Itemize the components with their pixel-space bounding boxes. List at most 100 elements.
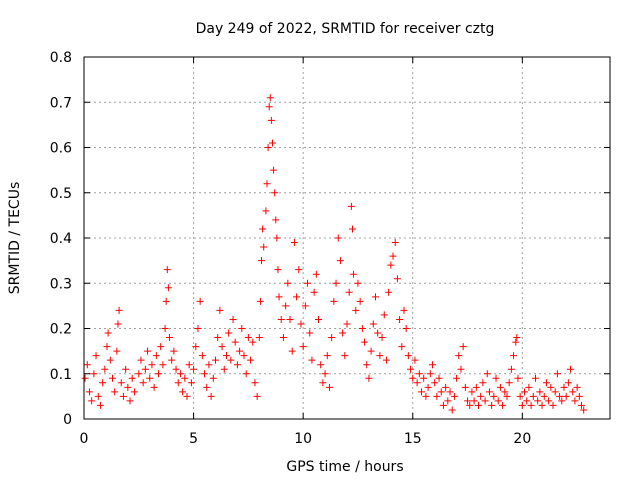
data-point	[420, 374, 428, 382]
data-point	[301, 302, 309, 310]
data-point	[258, 257, 266, 265]
data-point	[150, 383, 158, 391]
data-point	[325, 383, 333, 391]
data-point	[562, 392, 570, 400]
y-tick-label: 0.5	[50, 186, 72, 202]
data-point	[256, 297, 264, 305]
x-tick-label: 5	[189, 431, 198, 447]
data-point	[354, 279, 362, 287]
data-point	[556, 392, 564, 400]
data-point	[164, 284, 172, 292]
data-point	[253, 392, 261, 400]
data-point	[260, 243, 268, 251]
y-tick-label: 0.2	[50, 322, 72, 338]
data-point	[411, 356, 419, 364]
data-point	[155, 370, 163, 378]
data-point	[212, 356, 219, 364]
data-point	[251, 379, 259, 387]
data-point	[83, 361, 91, 369]
data-point	[238, 325, 246, 332]
data-point	[542, 379, 550, 387]
data-point	[490, 392, 498, 400]
data-point	[580, 406, 588, 414]
data-point	[352, 306, 360, 314]
data-point	[336, 257, 344, 265]
data-point	[264, 144, 272, 151]
data-point	[446, 388, 454, 396]
data-point	[404, 352, 412, 360]
data-point	[315, 315, 323, 323]
y-tick-label: 0.8	[50, 50, 72, 66]
data-point	[402, 325, 410, 332]
data-point	[483, 370, 491, 378]
data-point	[271, 189, 279, 197]
data-point	[174, 379, 182, 387]
data-point	[249, 338, 257, 346]
data-point	[538, 401, 546, 409]
data-point	[293, 293, 301, 301]
data-point	[426, 370, 434, 378]
data-point	[361, 338, 369, 346]
data-point	[113, 347, 121, 355]
data-point	[181, 374, 189, 382]
data-point	[455, 352, 463, 360]
data-point	[505, 379, 513, 387]
data-point	[466, 401, 474, 409]
data-point	[518, 401, 526, 409]
data-point	[358, 325, 366, 332]
data-point	[115, 306, 123, 314]
data-point	[231, 338, 239, 346]
data-point	[569, 388, 577, 396]
data-point	[575, 392, 583, 400]
data-point	[464, 397, 472, 405]
data-point	[122, 365, 130, 373]
data-point	[418, 388, 426, 396]
data-point	[573, 383, 581, 391]
data-point	[279, 334, 287, 342]
y-tick-label: 0	[63, 412, 72, 428]
data-point	[172, 365, 180, 373]
data-point	[137, 356, 145, 364]
data-point	[507, 365, 515, 373]
data-point	[240, 352, 248, 360]
y-tick-label: 0.3	[50, 276, 72, 292]
data-point	[461, 383, 469, 391]
data-point	[521, 388, 529, 396]
data-point	[272, 216, 280, 224]
data-point	[540, 392, 548, 400]
data-point	[229, 315, 237, 323]
data-point	[501, 388, 509, 396]
data-point	[183, 392, 191, 400]
data-point	[198, 352, 206, 360]
data-point	[396, 315, 404, 323]
data-point	[130, 388, 138, 396]
data-point	[124, 383, 132, 391]
data-point	[343, 320, 351, 328]
data-point	[345, 288, 353, 296]
data-point	[196, 297, 204, 305]
data-point	[385, 288, 393, 296]
data-point	[380, 311, 388, 319]
data-point	[496, 383, 504, 391]
data-point	[85, 388, 93, 396]
data-point	[192, 343, 200, 351]
data-point	[424, 383, 432, 391]
data-point	[435, 374, 443, 382]
data-point	[514, 374, 522, 382]
y-tick-label: 0.4	[50, 231, 72, 247]
data-point	[363, 361, 371, 369]
data-point	[444, 397, 452, 405]
data-point	[527, 401, 535, 409]
data-point	[161, 325, 169, 332]
data-point	[194, 325, 202, 332]
y-axis-label: SRMTID / TECUs	[7, 182, 23, 295]
data-point	[525, 383, 533, 391]
data-point	[288, 347, 296, 355]
data-point	[88, 397, 96, 405]
data-point	[108, 374, 116, 382]
data-point	[442, 383, 450, 391]
data-point	[104, 329, 112, 337]
data-point	[334, 234, 342, 242]
data-point	[534, 397, 542, 405]
